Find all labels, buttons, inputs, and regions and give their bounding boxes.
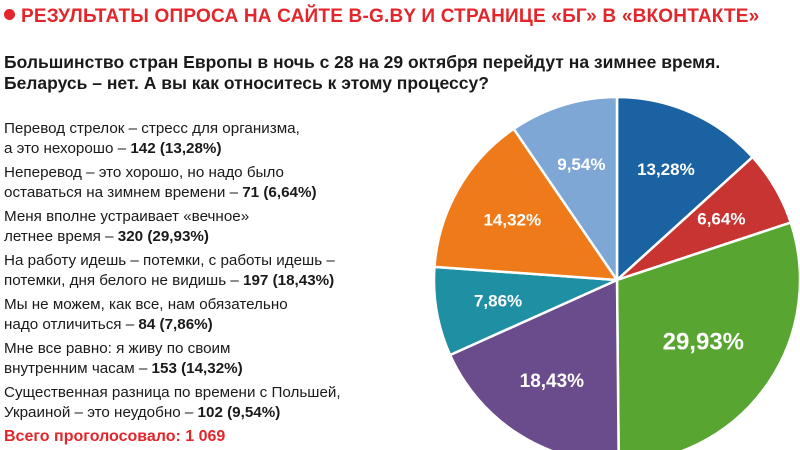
answer-line-2: надо отличиться – xyxy=(4,316,139,333)
header-title: РЕЗУЛЬТАТЫ ОПРОСА НА САЙТЕ B-G.BY И СТРА… xyxy=(21,6,760,27)
answer-line-1: На работу идешь – потемки, с работы идеш… xyxy=(4,252,335,269)
answer-item: На работу идешь – потемки, с работы идеш… xyxy=(4,251,394,291)
chart-header: РЕЗУЛЬТАТЫ ОПРОСА НА САЙТЕ B-G.BY И СТРА… xyxy=(4,6,794,28)
slice-label: 9,54% xyxy=(557,155,605,174)
answer-count: 71 (6,64%) xyxy=(242,184,317,201)
answer-line-1: Меня вполне устраивает «вечное» xyxy=(4,208,250,225)
question-line-2: Беларусь – нет. А вы как относитесь к эт… xyxy=(4,73,489,93)
answer-item: Существенная разница по времени с Польше… xyxy=(4,383,394,423)
slice-label: 18,43% xyxy=(520,371,585,392)
answer-line-1: Неперевод – это хорошо, но надо было xyxy=(4,164,284,181)
answer-item: Перевод стрелок – стресс для организма, … xyxy=(4,119,394,159)
pie-slice xyxy=(512,95,619,282)
answer-count: 102 (9,54%) xyxy=(197,404,281,421)
total-votes: Всего проголосовало: 1 069 xyxy=(4,428,226,445)
survey-question: Большинство стран Европы в ночь с 28 на … xyxy=(4,52,799,94)
answer-count: 142 (13,28%) xyxy=(130,140,222,157)
answer-item: Мне все равно: я живу по своим внутренни… xyxy=(4,339,394,379)
answer-line-1: Мне все равно: я живу по своим xyxy=(4,340,231,357)
answer-line-2: внутренним часам – xyxy=(4,360,152,377)
answer-count: 84 (7,86%) xyxy=(138,316,213,333)
answer-item: Неперевод – это хорошо, но надо было ост… xyxy=(4,163,394,203)
answer-list: Перевод стрелок – стресс для организма, … xyxy=(4,119,394,427)
pie-slice xyxy=(615,95,754,282)
answer-line-2: летнее время – xyxy=(4,228,118,245)
answer-count: 320 (29,93%) xyxy=(117,228,209,245)
pie-slice xyxy=(615,221,800,450)
bullet-icon xyxy=(4,9,15,20)
question-line-1: Большинство стран Европы в ночь с 28 на … xyxy=(4,52,721,72)
pie-slice xyxy=(432,265,619,357)
slice-label: 13,28% xyxy=(637,160,695,179)
answer-item: Меня вполне устраивает «вечное» летнее в… xyxy=(4,207,394,247)
answer-count: 197 (18,43%) xyxy=(243,272,335,289)
answer-line-1: Мы не можем, как все, нам обязательно xyxy=(4,296,288,313)
answer-line-2: Украиной – это неудобно – xyxy=(4,404,198,421)
answer-line-2: а это нехорошо – xyxy=(4,140,131,157)
pie-slice xyxy=(448,278,620,450)
answer-item: Мы не можем, как все, нам обязательно на… xyxy=(4,295,394,335)
slice-label: 29,93% xyxy=(663,328,744,355)
answer-line-2: потемки, дня белого не видишь – xyxy=(4,272,244,289)
slice-label: 7,86% xyxy=(474,292,522,311)
answer-line-1: Перевод стрелок – стресс для организма, xyxy=(4,120,300,137)
slice-label: 14,32% xyxy=(483,210,541,229)
pie-slice xyxy=(433,127,619,282)
answer-count: 153 (14,32%) xyxy=(151,360,243,377)
answer-line-1: Существенная разница по времени с Польше… xyxy=(4,384,341,401)
answer-line-2: оставаться на зимнем времени – xyxy=(4,184,243,201)
slice-label: 6,64% xyxy=(697,210,745,229)
